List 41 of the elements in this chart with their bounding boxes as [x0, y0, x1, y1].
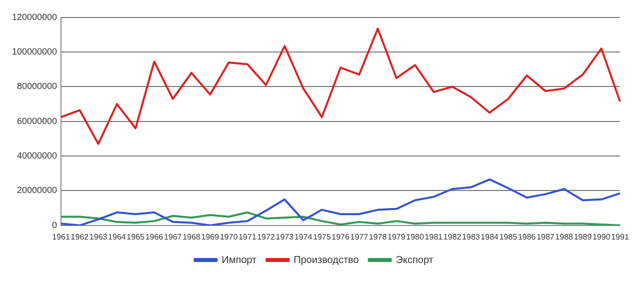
legend-label: Производство: [294, 254, 360, 266]
x-tick-label: 1968: [182, 232, 201, 242]
x-tick-label: 1974: [294, 232, 313, 242]
x-tick-label: 1966: [145, 232, 164, 242]
x-tick-label: 1984: [480, 232, 500, 242]
y-tick-label: 40000000: [17, 150, 58, 161]
x-tick-label: 1969: [201, 232, 220, 242]
x-tick-label: 1980: [406, 232, 424, 242]
x-tick-label: 1964: [108, 232, 126, 242]
x-tick-label: 1965: [126, 232, 146, 242]
x-tick-label: 1983: [462, 232, 480, 242]
x-tick-label: 1979: [388, 232, 406, 242]
y-tick-label: 0: [52, 220, 58, 230]
x-tick-label: 1971: [238, 232, 257, 242]
y-tick-label: 60000000: [17, 116, 58, 126]
x-tick-label: 1986: [518, 232, 536, 242]
y-tick-label: 120000000: [12, 12, 58, 22]
x-tick-label: 1981: [424, 232, 444, 242]
x-tick-label: 1987: [536, 232, 555, 242]
x-tick-label: 1967: [164, 232, 182, 242]
x-tick-label: 1963: [89, 232, 108, 242]
y-tick-label: 20000000: [17, 185, 58, 196]
x-tick-label: 1961: [52, 232, 70, 242]
x-tick-label: 1982: [443, 232, 462, 242]
x-tick-label: 1976: [332, 232, 350, 242]
legend-label: Импорт: [222, 254, 258, 266]
x-tick-label: 1978: [368, 232, 388, 242]
x-tick-label: 1988: [555, 232, 574, 242]
x-tick-label: 1973: [276, 232, 294, 242]
x-tick-label: 1985: [499, 232, 518, 242]
x-tick-label: 1972: [257, 232, 276, 242]
x-tick-label: 1989: [574, 232, 592, 242]
x-tick-label: 1962: [70, 232, 90, 242]
x-tick-label: 1975: [312, 232, 332, 242]
y-tick-label: 80000000: [17, 81, 58, 92]
y-tick-label: 100000000: [12, 46, 58, 57]
x-tick-label: 1970: [220, 232, 238, 242]
x-tick-label: 1990: [592, 232, 611, 242]
x-tick-label: 1977: [350, 232, 369, 242]
x-tick-label: 1991: [611, 232, 630, 242]
legend-label: Экспорт: [396, 254, 434, 266]
